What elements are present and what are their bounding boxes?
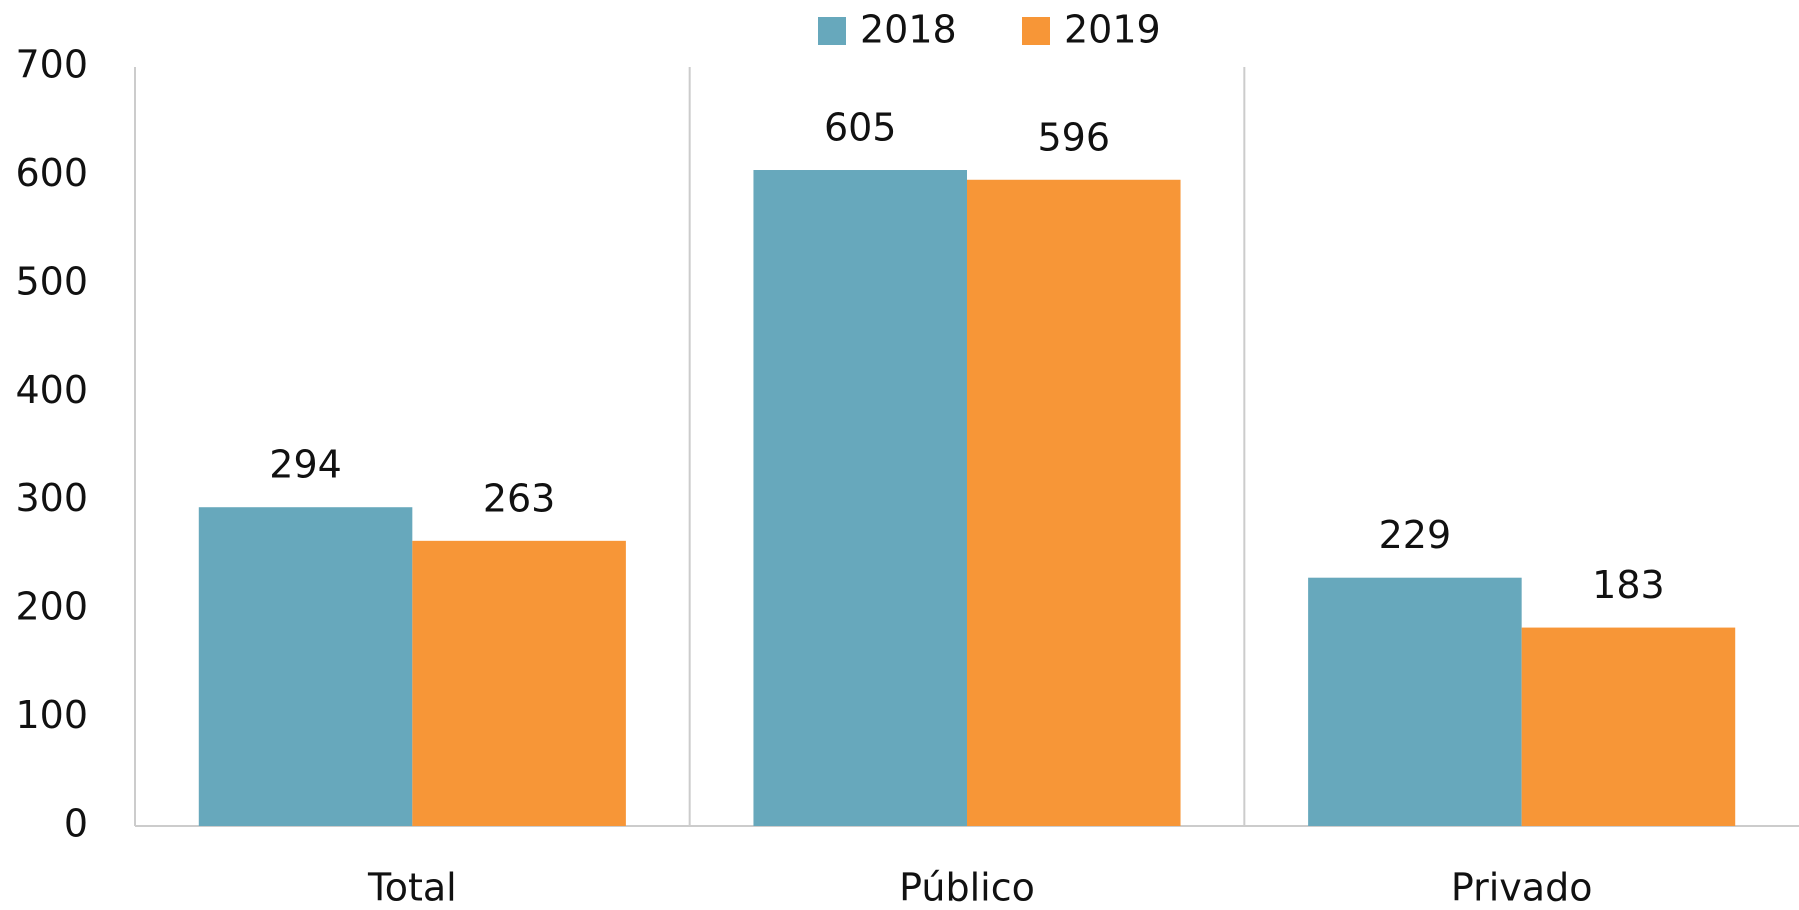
legend-swatch <box>818 17 846 45</box>
bar <box>412 540 626 826</box>
y-tick-label: 0 <box>64 802 88 846</box>
bar <box>753 170 967 826</box>
y-tick-label: 300 <box>15 476 88 520</box>
data-label: 596 <box>1038 115 1111 159</box>
data-label: 294 <box>269 443 342 487</box>
bar <box>198 507 413 826</box>
y-tick-label: 400 <box>15 368 88 412</box>
x-tick-label: Privado <box>1451 866 1593 910</box>
legend-swatch <box>1022 17 1050 45</box>
y-tick-label: 100 <box>15 693 88 737</box>
y-tick-label: 700 <box>15 43 88 87</box>
legend-label: 2019 <box>1064 8 1161 52</box>
data-label: 229 <box>1379 513 1452 557</box>
y-tick-label: 500 <box>15 259 88 303</box>
bar <box>1308 577 1522 826</box>
bar <box>967 179 1181 826</box>
y-tick-label: 600 <box>15 151 88 195</box>
data-label: 263 <box>483 476 556 520</box>
legend-label: 2018 <box>860 8 957 52</box>
bar <box>1521 627 1736 826</box>
x-tick-label: Total <box>367 866 457 910</box>
x-tick-label: Público <box>899 866 1035 910</box>
y-tick-label: 200 <box>15 585 88 629</box>
data-label: 605 <box>824 106 897 150</box>
data-label: 183 <box>1592 563 1665 607</box>
